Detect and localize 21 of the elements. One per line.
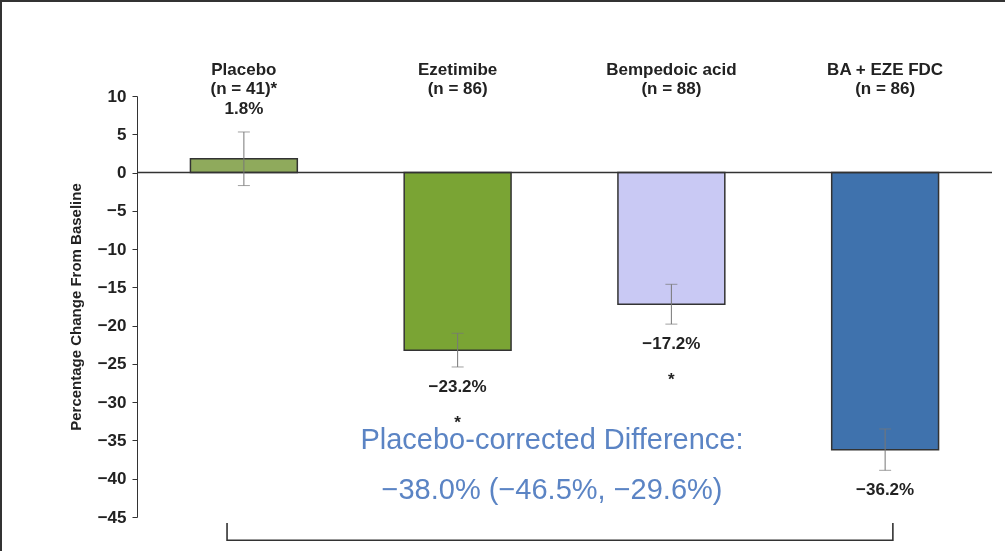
y-tick-label: −25 [97, 354, 127, 374]
y-axis-title: Percentage Change From Baseline [66, 183, 84, 431]
data-label: −36.2% [856, 480, 915, 500]
x-tick-label: Placebo (n = 41)* [210, 59, 278, 98]
y-tick-label: −40 [97, 469, 127, 489]
y-tick-label: 10 [107, 86, 127, 106]
x-tick-label: Ezetimibe (n = 86) [417, 59, 498, 98]
y-tick-label: −45 [97, 507, 127, 527]
y-tick-label: 5 [117, 124, 127, 144]
x-tick-label: Bempedoic acid (n = 88) [606, 59, 737, 98]
x-tick-label: BA + EZE FDC (n = 86) [827, 59, 944, 98]
y-tick-label: −5 [107, 201, 127, 221]
y-tick-label: −10 [97, 239, 127, 259]
y-tick-label: −35 [97, 430, 127, 450]
data-label: −17.2% * [642, 334, 701, 390]
y-tick-label: −20 [97, 316, 127, 336]
data-label: 1.8% [224, 98, 264, 118]
y-tick-label: 0 [117, 163, 127, 183]
y-tick-label: −30 [97, 392, 127, 412]
y-tick-label: −15 [97, 277, 127, 297]
annotation: Placebo-corrected Difference: −38.0% (−46.5%, −29.6%) [360, 423, 744, 505]
